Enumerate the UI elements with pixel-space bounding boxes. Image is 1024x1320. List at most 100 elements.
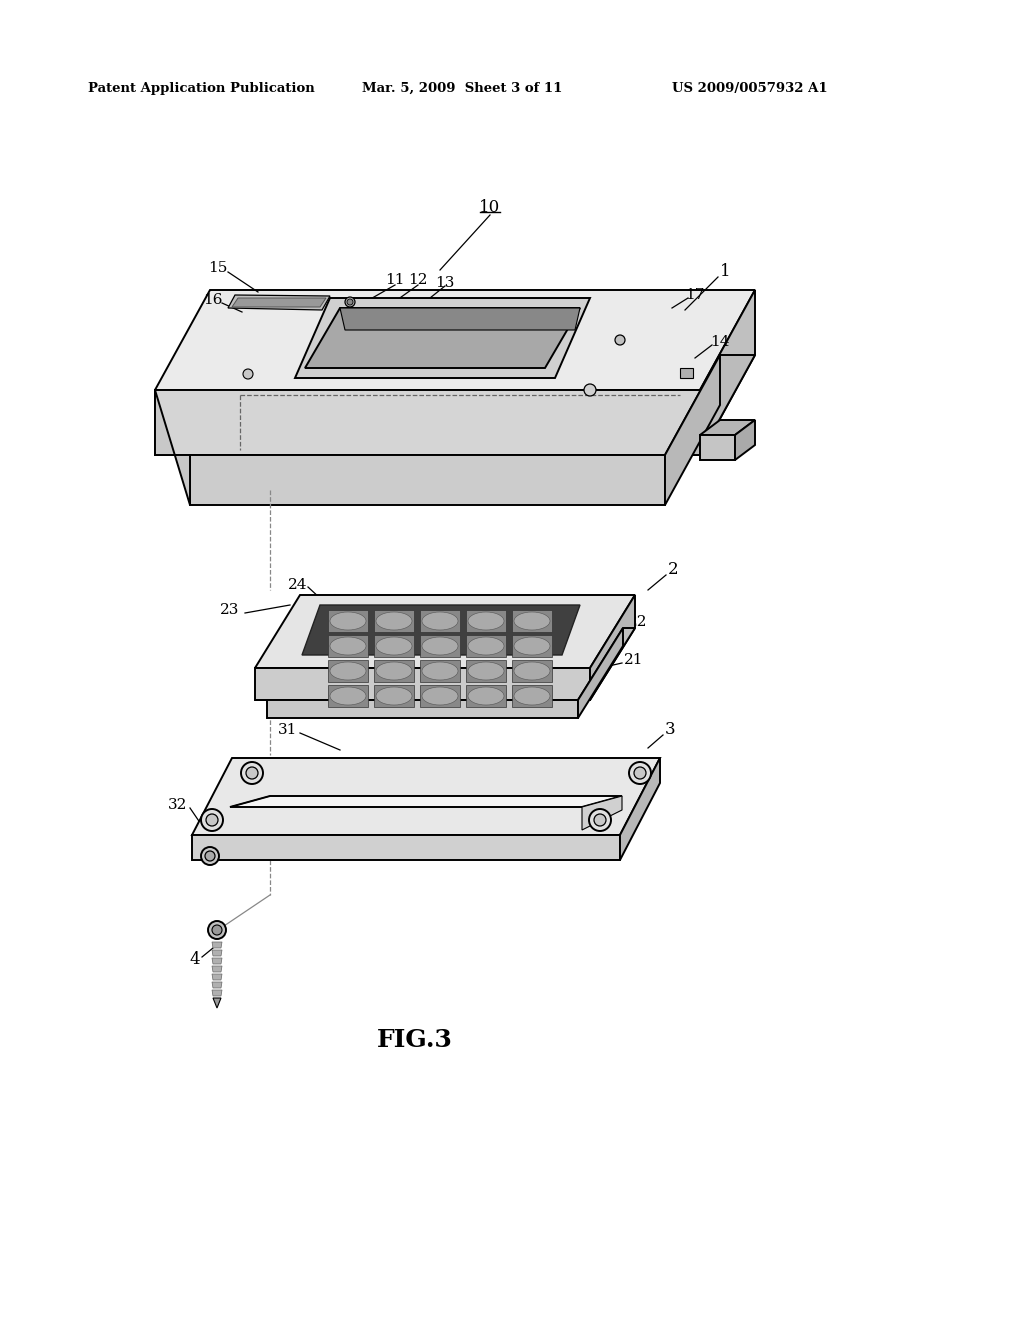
Circle shape xyxy=(206,814,218,826)
Polygon shape xyxy=(228,294,330,310)
Polygon shape xyxy=(255,595,635,668)
Polygon shape xyxy=(512,610,552,632)
Ellipse shape xyxy=(376,663,412,680)
Polygon shape xyxy=(590,595,635,700)
Polygon shape xyxy=(665,355,720,506)
Ellipse shape xyxy=(468,686,504,705)
Polygon shape xyxy=(155,389,190,506)
Polygon shape xyxy=(212,966,222,972)
Text: Patent Application Publication: Patent Application Publication xyxy=(88,82,314,95)
Polygon shape xyxy=(420,660,460,682)
Polygon shape xyxy=(305,308,580,368)
Ellipse shape xyxy=(422,638,458,655)
Circle shape xyxy=(208,921,226,939)
Text: 16: 16 xyxy=(203,293,223,308)
Ellipse shape xyxy=(468,663,504,680)
Text: 23: 23 xyxy=(220,603,240,616)
Ellipse shape xyxy=(330,663,366,680)
Ellipse shape xyxy=(330,638,366,655)
Polygon shape xyxy=(512,660,552,682)
Polygon shape xyxy=(420,685,460,708)
Text: 22: 22 xyxy=(628,615,647,630)
Polygon shape xyxy=(328,685,368,708)
Circle shape xyxy=(589,809,611,832)
Polygon shape xyxy=(193,836,620,861)
Polygon shape xyxy=(230,796,270,807)
Text: 14: 14 xyxy=(711,335,730,348)
Circle shape xyxy=(212,925,222,935)
Polygon shape xyxy=(255,668,590,700)
Polygon shape xyxy=(340,308,580,330)
Polygon shape xyxy=(374,610,414,632)
Polygon shape xyxy=(212,990,222,997)
Ellipse shape xyxy=(376,686,412,705)
Circle shape xyxy=(347,300,353,305)
Text: 3: 3 xyxy=(665,722,676,738)
Polygon shape xyxy=(665,355,755,455)
Polygon shape xyxy=(578,628,623,718)
Polygon shape xyxy=(212,982,222,987)
Polygon shape xyxy=(232,298,326,308)
Polygon shape xyxy=(374,660,414,682)
Circle shape xyxy=(634,767,646,779)
Circle shape xyxy=(246,767,258,779)
Polygon shape xyxy=(512,635,552,657)
Polygon shape xyxy=(295,298,590,378)
Polygon shape xyxy=(230,796,622,807)
Polygon shape xyxy=(374,635,414,657)
Ellipse shape xyxy=(330,612,366,630)
Circle shape xyxy=(205,851,215,861)
Ellipse shape xyxy=(468,638,504,655)
Circle shape xyxy=(345,297,355,308)
Polygon shape xyxy=(466,685,506,708)
Polygon shape xyxy=(466,635,506,657)
Polygon shape xyxy=(267,700,578,718)
Circle shape xyxy=(594,814,606,826)
Polygon shape xyxy=(578,628,635,700)
Circle shape xyxy=(243,370,253,379)
Circle shape xyxy=(584,384,596,396)
Circle shape xyxy=(629,762,651,784)
Polygon shape xyxy=(466,610,506,632)
Ellipse shape xyxy=(422,612,458,630)
Text: 4: 4 xyxy=(189,952,201,969)
Polygon shape xyxy=(212,950,222,956)
Polygon shape xyxy=(212,974,222,979)
Polygon shape xyxy=(213,998,221,1008)
Polygon shape xyxy=(328,660,368,682)
Ellipse shape xyxy=(514,612,550,630)
Polygon shape xyxy=(190,455,665,506)
Text: 13: 13 xyxy=(435,276,455,290)
Ellipse shape xyxy=(330,686,366,705)
Polygon shape xyxy=(466,660,506,682)
Polygon shape xyxy=(582,796,622,830)
Text: Mar. 5, 2009  Sheet 3 of 11: Mar. 5, 2009 Sheet 3 of 11 xyxy=(362,82,562,95)
Ellipse shape xyxy=(376,612,412,630)
Polygon shape xyxy=(420,610,460,632)
Ellipse shape xyxy=(422,686,458,705)
Polygon shape xyxy=(420,635,460,657)
Text: 10: 10 xyxy=(479,199,501,216)
Polygon shape xyxy=(374,685,414,708)
Circle shape xyxy=(201,809,223,832)
Circle shape xyxy=(201,847,219,865)
Polygon shape xyxy=(302,605,580,655)
Polygon shape xyxy=(620,758,660,861)
Ellipse shape xyxy=(514,686,550,705)
Polygon shape xyxy=(193,758,660,836)
Polygon shape xyxy=(700,290,755,455)
Text: 32: 32 xyxy=(168,799,187,812)
Text: 21: 21 xyxy=(624,653,643,667)
Polygon shape xyxy=(735,420,755,459)
Text: 1: 1 xyxy=(720,264,731,281)
Polygon shape xyxy=(700,420,755,436)
Polygon shape xyxy=(328,635,368,657)
Ellipse shape xyxy=(514,663,550,680)
Polygon shape xyxy=(155,389,700,455)
Circle shape xyxy=(615,335,625,345)
Text: 2: 2 xyxy=(668,561,679,578)
Polygon shape xyxy=(680,368,693,378)
Polygon shape xyxy=(155,290,755,389)
Ellipse shape xyxy=(376,638,412,655)
Text: 17: 17 xyxy=(685,288,705,302)
